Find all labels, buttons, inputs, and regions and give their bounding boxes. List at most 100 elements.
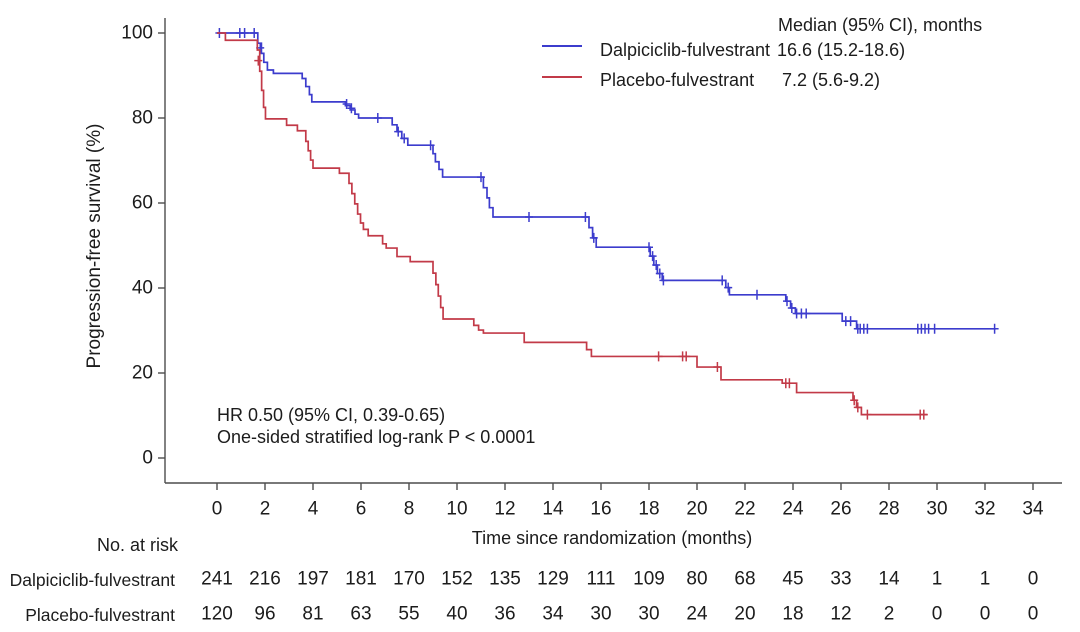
y-tick-label: 0: [142, 448, 153, 469]
risk-count: 135: [489, 569, 521, 590]
x-tick-label: 20: [686, 499, 707, 520]
x-tick-label: 30: [926, 499, 947, 520]
risk-count: 216: [249, 569, 281, 590]
x-tick-label: 16: [590, 499, 611, 520]
risk-count: 2: [884, 604, 895, 625]
legend-median-placebo: 7.2 (5.6-9.2): [782, 70, 881, 90]
censor-mark-dalpiciclib: [394, 126, 403, 137]
censor-mark-dalpiciclib: [250, 28, 259, 38]
x-tick-label: 0: [212, 499, 223, 520]
x-tick-label: 24: [782, 499, 804, 520]
risk-count: 1: [980, 569, 991, 590]
risk-count: 129: [537, 569, 569, 590]
x-tick-label: 18: [638, 499, 659, 520]
censor-mark-dalpiciclib: [581, 212, 590, 223]
x-tick-label: 8: [404, 499, 415, 520]
risk-count: 109: [633, 569, 665, 590]
x-tick-label: 4: [308, 499, 319, 520]
risk-row-label-placebo: Placebo-fulvestrant: [25, 605, 175, 625]
x-tick-label: 14: [542, 499, 564, 520]
x-tick-label: 12: [494, 499, 515, 520]
risk-count: 40: [446, 604, 467, 625]
legend-label-dalpiciclib: Dalpiciclib-fulvestrant: [600, 40, 771, 60]
risk-count: 68: [734, 569, 755, 590]
x-tick-label: 32: [974, 499, 995, 520]
risk-table-title: No. at risk: [97, 535, 179, 555]
censor-mark-placebo: [654, 351, 663, 362]
risk-count: 0: [1028, 604, 1039, 625]
risk-count: 80: [686, 569, 707, 590]
risk-count: 0: [1028, 569, 1039, 590]
x-tick-label: 10: [446, 499, 467, 520]
censor-mark-dalpiciclib: [240, 28, 249, 38]
y-tick-label: 80: [132, 108, 153, 129]
risk-count: 96: [254, 604, 275, 625]
censor-mark-placebo: [863, 409, 872, 420]
legend-line-placebo-icon: [542, 76, 582, 78]
censor-mark-dalpiciclib: [648, 251, 657, 262]
risk-count: 181: [345, 569, 377, 590]
censor-mark-dalpiciclib: [477, 172, 485, 183]
censor-mark-dalpiciclib: [846, 316, 855, 327]
censor-mark-dalpiciclib: [930, 323, 939, 334]
hazard-ratio-annotation: HR 0.50 (95% CI, 0.39-0.65): [217, 405, 446, 425]
x-tick-label: 22: [734, 499, 755, 520]
x-tick-label: 34: [1022, 499, 1044, 520]
risk-count: 30: [590, 604, 611, 625]
censor-mark-dalpiciclib: [802, 308, 811, 319]
censor-mark-dalpiciclib: [347, 103, 356, 114]
risk-count: 55: [398, 604, 419, 625]
km-curve-dalpiciclib: [217, 32, 996, 330]
y-tick-label: 100: [121, 23, 153, 44]
risk-row-label-dalpiciclib: Dalpiciclib-fulvestrant: [9, 570, 175, 590]
censor-mark-dalpiciclib: [783, 296, 791, 307]
censor-mark-dalpiciclib: [373, 113, 382, 123]
risk-count: 14: [878, 569, 900, 590]
censor-mark-dalpiciclib: [655, 268, 664, 279]
pvalue-annotation: One-sided stratified log-rank P < 0.0001: [217, 427, 536, 447]
risk-count: 34: [542, 604, 564, 625]
legend-median-dalpiciclib: 16.6 (15.2-18.6): [777, 40, 906, 60]
x-tick-label: 28: [878, 499, 899, 520]
risk-count: 111: [587, 569, 616, 590]
risk-count: 24: [686, 604, 708, 625]
risk-count: 20: [734, 604, 755, 625]
censor-mark-dalpiciclib: [787, 302, 796, 313]
censor-mark-dalpiciclib: [342, 98, 351, 109]
censor-mark-placebo: [919, 409, 928, 420]
risk-count: 45: [782, 569, 803, 590]
censor-mark-placebo: [853, 402, 862, 413]
censor-mark-dalpiciclib: [652, 260, 661, 271]
x-tick-label: 26: [830, 499, 851, 520]
x-axis-title: Time since randomization (months): [471, 528, 753, 548]
legend-median-header: Median (95% CI), months: [778, 15, 983, 35]
risk-count: 0: [980, 604, 991, 625]
censor-mark-dalpiciclib: [525, 212, 533, 223]
censor-mark-placebo: [254, 55, 263, 66]
legend-label-placebo: Placebo-fulvestrant: [600, 70, 755, 90]
x-tick-label: 2: [260, 499, 271, 520]
risk-count: 170: [393, 569, 425, 590]
risk-count: 1: [932, 569, 943, 590]
legend-line-dalpiciclib-icon: [542, 45, 582, 47]
risk-count: 241: [201, 569, 233, 590]
y-tick-label: 40: [132, 278, 153, 299]
risk-count: 33: [830, 569, 851, 590]
risk-count: 152: [441, 569, 473, 590]
censor-mark-dalpiciclib: [863, 323, 872, 334]
censor-mark-dalpiciclib: [589, 232, 598, 243]
censor-mark-dalpiciclib: [645, 242, 653, 253]
censor-mark-placebo: [850, 395, 859, 406]
risk-count: 63: [350, 604, 371, 625]
censor-mark-dalpiciclib: [400, 133, 409, 144]
censor-mark-dalpiciclib: [718, 275, 727, 286]
censor-mark-placebo: [785, 378, 794, 389]
censor-mark-placebo: [682, 351, 691, 362]
risk-count: 36: [494, 604, 515, 625]
y-axis-title: Progression-free survival (%): [84, 123, 105, 369]
risk-count: 120: [201, 604, 233, 625]
risk-count: 81: [302, 604, 323, 625]
censor-mark-dalpiciclib: [426, 140, 435, 151]
